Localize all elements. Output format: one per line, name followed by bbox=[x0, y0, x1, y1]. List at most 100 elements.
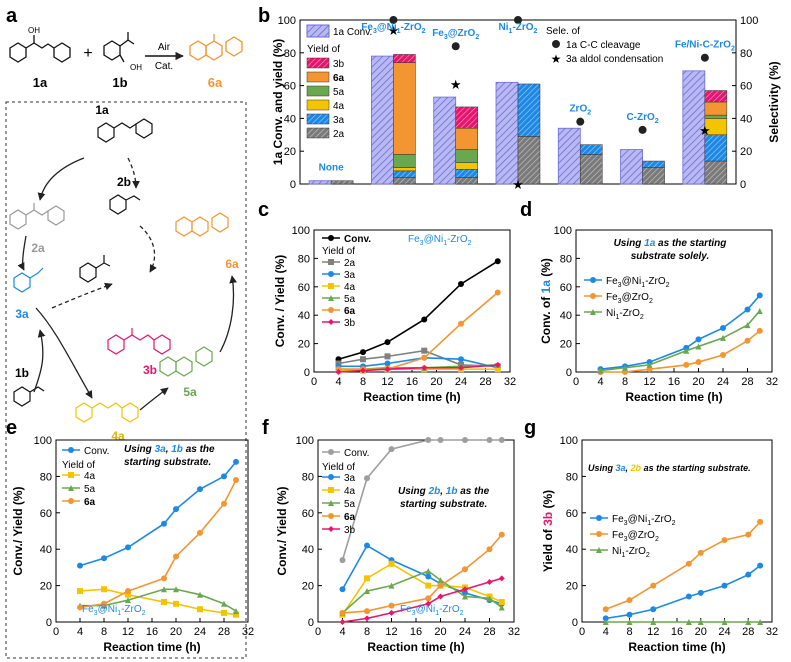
y-tick-label: 20 bbox=[284, 146, 296, 158]
y-tick-label: 40 bbox=[566, 544, 578, 556]
note-part: 3a bbox=[155, 444, 167, 455]
data-point-conv bbox=[384, 339, 391, 346]
x-tick-label: 28 bbox=[742, 626, 754, 638]
catalyst-title-part: Fe bbox=[400, 604, 412, 615]
bar-conversion bbox=[620, 149, 643, 185]
mech-label-2a: 2a bbox=[31, 241, 45, 255]
data-point-5a bbox=[602, 619, 609, 625]
series-line-3a bbox=[79, 461, 237, 567]
legend-swatch-4a bbox=[306, 99, 330, 111]
legend-label-aldol: 3a aldol condensation bbox=[566, 54, 663, 65]
note-part: Using bbox=[588, 463, 616, 473]
data-point-6a bbox=[745, 531, 752, 538]
note-line-2: starting substrate. bbox=[124, 457, 211, 468]
category-label-part: 1 bbox=[397, 28, 401, 35]
reactant-1b-label: 1b bbox=[112, 75, 127, 90]
x-tick-label: 28 bbox=[741, 376, 753, 388]
catalyst-title-part: 2 bbox=[460, 610, 464, 617]
data-point-6a bbox=[125, 588, 131, 595]
data-point-grey_conv bbox=[388, 446, 395, 453]
series-line-5a bbox=[600, 310, 761, 372]
catalyst-title-part: 3 bbox=[420, 240, 424, 247]
x-tick-label: 20 bbox=[170, 626, 182, 638]
data-point-6a bbox=[197, 529, 203, 536]
data-point-3a bbox=[602, 615, 609, 622]
data-point-5a bbox=[364, 588, 370, 595]
panel-label-c: c bbox=[258, 199, 269, 221]
data-point-3a bbox=[458, 356, 464, 363]
mechanism-acid-structure bbox=[79, 255, 111, 283]
data-point-3a bbox=[101, 555, 107, 562]
note-line-1: Using 3a, 2b as the starting substrate. bbox=[588, 463, 751, 473]
mech-label-1a: 1a bbox=[95, 103, 109, 117]
legend-label-3a: 3a bbox=[344, 270, 356, 281]
y-axis-label-right: Selectivity (%) bbox=[767, 61, 781, 142]
note-part: Using bbox=[614, 238, 645, 249]
legend-label-3b: 3b bbox=[344, 318, 356, 329]
bar-yield-2a bbox=[330, 180, 354, 185]
data-point-3a bbox=[745, 571, 752, 578]
legend-label-4a: 4a bbox=[344, 486, 356, 497]
series-line-4a bbox=[79, 588, 237, 616]
bar-yield-2a bbox=[642, 167, 665, 185]
data-point-2a bbox=[384, 353, 391, 360]
x-tick-label: 4 bbox=[603, 626, 609, 638]
legend-label-5a: Ni1-ZrO2 bbox=[606, 308, 644, 321]
legend-label-6a-part: Fe bbox=[606, 292, 618, 303]
data-point-4a bbox=[101, 586, 107, 593]
data-point-5a bbox=[437, 577, 444, 584]
legend-label-3b: 3b bbox=[344, 525, 356, 536]
marker-aldol: ★ bbox=[388, 23, 400, 38]
legend-marker-3a bbox=[328, 271, 334, 277]
x-tick-label: 16 bbox=[671, 626, 683, 638]
legend-marker-5a bbox=[590, 309, 596, 315]
catalyst-title: Fe3@Ni1-ZrO2 bbox=[400, 604, 464, 617]
legend-label-5a-part: 1 bbox=[615, 314, 619, 321]
note-line-2: starting substrate. bbox=[400, 499, 487, 510]
y2-tick-label: 80 bbox=[740, 48, 752, 60]
data-point-6a bbox=[458, 320, 464, 327]
y-tick-label: 100 bbox=[296, 435, 314, 447]
oh-label-1b: OH bbox=[130, 63, 142, 72]
data-point-3a bbox=[685, 593, 692, 600]
x-tick-label: 24 bbox=[455, 376, 467, 388]
x-tick-label: 0 bbox=[315, 626, 321, 638]
y-tick-label: 60 bbox=[40, 508, 52, 520]
data-point-3b bbox=[494, 361, 501, 368]
mechanism-3b-structure bbox=[107, 328, 171, 355]
data-point-3b bbox=[421, 364, 428, 371]
data-point-grey_conv bbox=[437, 437, 444, 443]
y-tick-label: 60 bbox=[284, 81, 296, 93]
y-tick-label: 0 bbox=[46, 617, 52, 629]
data-point-3b bbox=[384, 366, 391, 373]
x-tick-label: 4 bbox=[77, 626, 83, 638]
bar-yield-2a bbox=[580, 154, 603, 185]
y-label-em: 3b bbox=[541, 512, 555, 526]
oh-label: OH bbox=[28, 26, 40, 35]
category-label: Fe3@Ni1-ZrO2 bbox=[361, 22, 425, 35]
data-point-5a bbox=[161, 586, 167, 593]
x-tick-label: 4 bbox=[339, 626, 345, 638]
legend-label-3a-part: @Ni bbox=[622, 276, 642, 287]
y-tick-label: 0 bbox=[308, 617, 314, 629]
category-label-part: -ZrO bbox=[401, 22, 422, 33]
data-point-grey_conv bbox=[339, 557, 346, 564]
y-tick-label: 40 bbox=[560, 310, 572, 322]
legend-swatch-3b bbox=[306, 57, 330, 69]
legend-label-3a: Fe3@Ni1-ZrO2 bbox=[606, 276, 670, 289]
mechanism-box bbox=[5, 101, 247, 659]
legend-label-5a: 5a bbox=[84, 484, 96, 495]
category-label-part: C-ZrO bbox=[626, 112, 655, 123]
data-point-6a bbox=[720, 351, 726, 358]
bar-yield-6a bbox=[393, 62, 416, 155]
series-line-3b bbox=[342, 577, 502, 623]
legend-label-5a: Ni1-ZrO2 bbox=[612, 546, 650, 559]
legend-marker-5a bbox=[328, 500, 334, 506]
note-part: , bbox=[439, 486, 446, 497]
data-point-3b bbox=[339, 619, 346, 625]
y-tick-label: 0 bbox=[566, 367, 572, 379]
bar-yield-5a bbox=[704, 114, 728, 119]
x-tick-label: 20 bbox=[695, 626, 707, 638]
mechanism-2b-structure bbox=[109, 194, 141, 215]
